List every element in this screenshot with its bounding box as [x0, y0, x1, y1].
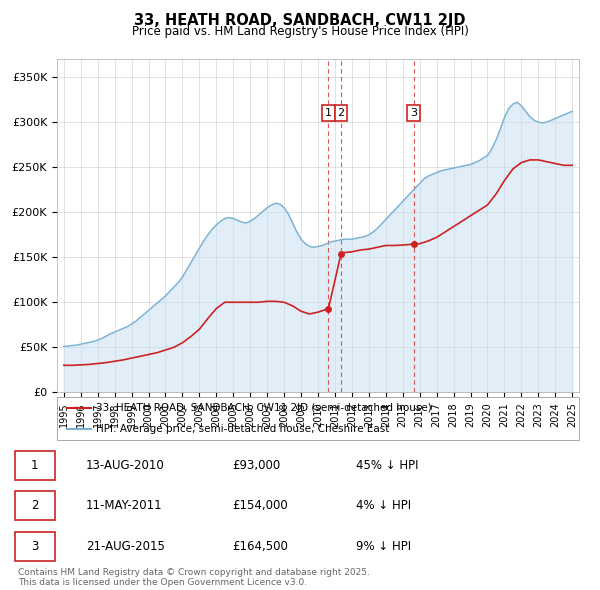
Text: 3: 3: [410, 108, 417, 118]
Text: 33, HEATH ROAD, SANDBACH, CW11 2JD: 33, HEATH ROAD, SANDBACH, CW11 2JD: [134, 13, 466, 28]
Text: £164,500: £164,500: [232, 540, 288, 553]
Text: £93,000: £93,000: [232, 459, 281, 472]
Text: 4% ↓ HPI: 4% ↓ HPI: [356, 499, 412, 513]
Text: 2: 2: [31, 499, 38, 513]
FancyBboxPatch shape: [15, 491, 55, 520]
Text: 9% ↓ HPI: 9% ↓ HPI: [356, 540, 412, 553]
Text: 1: 1: [325, 108, 332, 118]
Text: 13-AUG-2010: 13-AUG-2010: [86, 459, 164, 472]
Text: HPI: Average price, semi-detached house, Cheshire East: HPI: Average price, semi-detached house,…: [96, 424, 389, 434]
FancyBboxPatch shape: [15, 532, 55, 560]
Text: 2: 2: [337, 108, 344, 118]
Text: £154,000: £154,000: [232, 499, 288, 513]
FancyBboxPatch shape: [15, 451, 55, 480]
Text: 1: 1: [31, 459, 38, 472]
Text: Price paid vs. HM Land Registry's House Price Index (HPI): Price paid vs. HM Land Registry's House …: [131, 25, 469, 38]
Text: 11-MAY-2011: 11-MAY-2011: [86, 499, 163, 513]
Text: 33, HEATH ROAD, SANDBACH, CW11 2JD (semi-detached house): 33, HEATH ROAD, SANDBACH, CW11 2JD (semi…: [96, 403, 432, 412]
Text: 3: 3: [31, 540, 38, 553]
Text: 21-AUG-2015: 21-AUG-2015: [86, 540, 164, 553]
Text: 45% ↓ HPI: 45% ↓ HPI: [356, 459, 419, 472]
Text: Contains HM Land Registry data © Crown copyright and database right 2025.
This d: Contains HM Land Registry data © Crown c…: [18, 568, 370, 587]
